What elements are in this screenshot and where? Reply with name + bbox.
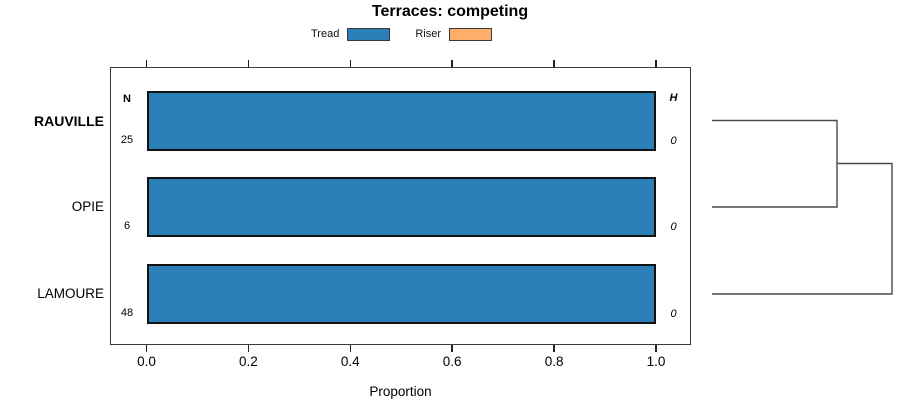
dendrogram-merge-cluster-lamoure <box>712 162 893 295</box>
x-axis-title: Proportion <box>369 384 432 399</box>
x-tick-mark <box>553 345 555 352</box>
n-value-opie: 6 <box>123 220 131 232</box>
x-tick-mark <box>655 345 657 352</box>
x-tick-label: 0.0 <box>137 354 156 369</box>
x-tick-label: 0.2 <box>239 354 258 369</box>
legend: Tread Riser <box>311 26 492 42</box>
x-tick-mark <box>247 345 250 352</box>
h-value-lamoure: 0 <box>670 308 677 320</box>
legend-label-riser: Riser <box>415 28 441 40</box>
x-tick-mark <box>145 60 148 67</box>
row-label-rauville: RAUVILLE <box>34 113 104 129</box>
row-label-opie: OPIE <box>71 199 104 214</box>
h-value-rauville: 0 <box>670 135 677 147</box>
x-tick-label: 0.4 <box>340 354 360 369</box>
x-tick-label: 0.8 <box>544 354 564 369</box>
legend-swatch-riser <box>449 27 492 41</box>
x-tick-mark <box>451 345 453 352</box>
chart-title: Terraces: competing <box>371 3 529 20</box>
n-value-lamoure: 48 <box>120 307 134 319</box>
bar-lamoure-tread <box>146 264 656 324</box>
x-tick-mark <box>145 345 148 352</box>
n-value-rauville: 25 <box>120 134 134 146</box>
legend-label-tread: Tread <box>311 28 340 40</box>
bar-rauville-tread <box>146 91 656 151</box>
h-column-header: H <box>669 92 678 104</box>
x-tick-label: 1.0 <box>646 354 666 369</box>
legend-swatch-tread <box>347 27 391 41</box>
x-tick-mark <box>553 60 555 67</box>
h-value-opie: 0 <box>670 221 677 233</box>
x-tick-mark <box>247 60 250 67</box>
row-label-lamoure: LAMOURE <box>37 286 104 301</box>
n-column-header: N <box>123 93 131 105</box>
dendrogram-merge-rauville-opie <box>712 119 838 208</box>
bar-opie-tread <box>146 177 656 237</box>
x-tick-label: 0.6 <box>442 354 462 369</box>
x-tick-mark <box>349 345 352 352</box>
x-tick-mark <box>655 60 657 67</box>
x-tick-mark <box>451 60 453 67</box>
x-tick-mark <box>349 60 352 67</box>
